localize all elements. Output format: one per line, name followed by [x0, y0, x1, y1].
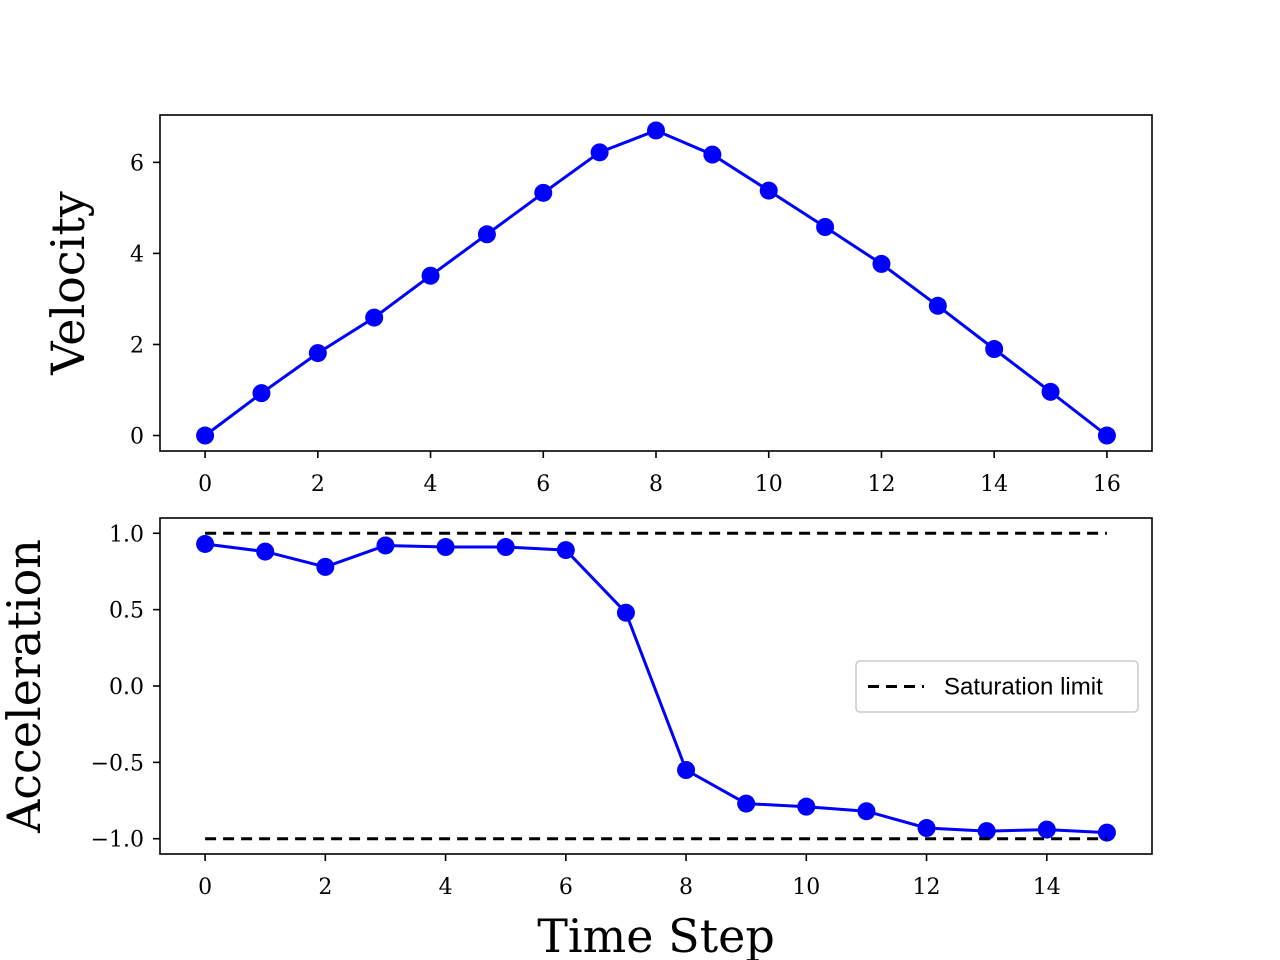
y-tick-label: 2: [130, 333, 144, 358]
y-tick-label: −0.5: [91, 751, 144, 776]
data-point: [928, 296, 947, 315]
x-tick-label: 12: [867, 472, 895, 497]
data-point: [1097, 426, 1116, 445]
data-point: [477, 225, 496, 244]
y-tick-label: 6: [130, 151, 144, 176]
data-point: [590, 143, 609, 162]
data-point: [436, 538, 455, 557]
legend-label: Saturation limit: [944, 674, 1103, 701]
x-tick-label: 6: [559, 875, 573, 900]
axes-frame: [159, 114, 1153, 452]
data-point: [1041, 382, 1060, 401]
data-point: [316, 557, 335, 576]
data-point: [534, 183, 553, 202]
y-tick-label: 4: [130, 242, 144, 267]
data-point: [1037, 820, 1056, 839]
acceleration-panel: 0 2 4 6 8 10 12 14 1.0 0.5 0.0 −0.5 −1.0 Acceleration…: [0, 517, 1153, 960]
data-point: [816, 218, 835, 236]
series-line: [204, 128, 1108, 437]
x-tick-label: 4: [424, 472, 438, 497]
data-point: [308, 344, 327, 363]
x-tick-label: 8: [679, 875, 693, 900]
y-tick-label: −1.0: [91, 828, 144, 853]
x-tick-label: 8: [649, 472, 663, 497]
data-point: [737, 794, 756, 813]
x-tick-label: 2: [318, 875, 332, 900]
series-line: [204, 542, 1107, 835]
data-point: [703, 145, 722, 164]
x-tick-label: 12: [913, 875, 941, 900]
y-tick-label: 0.5: [109, 599, 144, 624]
x-tick-label: 6: [536, 472, 550, 497]
data-point: [556, 541, 575, 560]
data-point: [985, 340, 1004, 359]
x-tick-label: 10: [755, 472, 783, 497]
x-tick-label: 4: [439, 875, 453, 900]
data-point: [647, 121, 665, 140]
x-axis-label: Time Step: [537, 909, 775, 960]
data-point: [1097, 823, 1116, 842]
data-point: [196, 534, 215, 553]
data-point: [857, 802, 876, 821]
x-tick-label: 0: [198, 472, 212, 497]
velocity-panel: 0 2 4 6 8 10 12 14 16 0 2 4 6 Velocity: [41, 114, 1153, 497]
data-point: [797, 797, 816, 816]
data-point: [256, 542, 275, 561]
x-tick-label: 10: [792, 875, 820, 900]
data-point: [252, 384, 271, 403]
data-point: [872, 254, 891, 273]
data-point: [759, 181, 778, 200]
x-tick-label: 16: [1093, 472, 1121, 497]
data-point: [376, 536, 395, 555]
legend-box: [855, 660, 1139, 713]
data-point: [616, 603, 635, 622]
y-tick-label: 0.0: [109, 675, 144, 700]
x-tick-label: 14: [980, 472, 1008, 497]
data-point: [977, 822, 996, 841]
data-point: [365, 308, 384, 327]
y-tick-label: 0: [130, 425, 144, 450]
y-axis-label: Acceleration: [0, 539, 51, 834]
x-tick-label: 2: [311, 472, 325, 497]
data-point: [917, 819, 936, 838]
data-point: [421, 266, 440, 285]
data-point: [677, 761, 696, 779]
y-tick-label: 1.0: [109, 522, 144, 547]
x-tick-label: 0: [198, 875, 212, 900]
legend: Saturation limit: [855, 660, 1139, 713]
data-point: [496, 538, 515, 557]
y-axis-label: Velocity: [41, 191, 95, 376]
data-point: [196, 426, 215, 445]
x-tick-label: 14: [1033, 875, 1061, 900]
